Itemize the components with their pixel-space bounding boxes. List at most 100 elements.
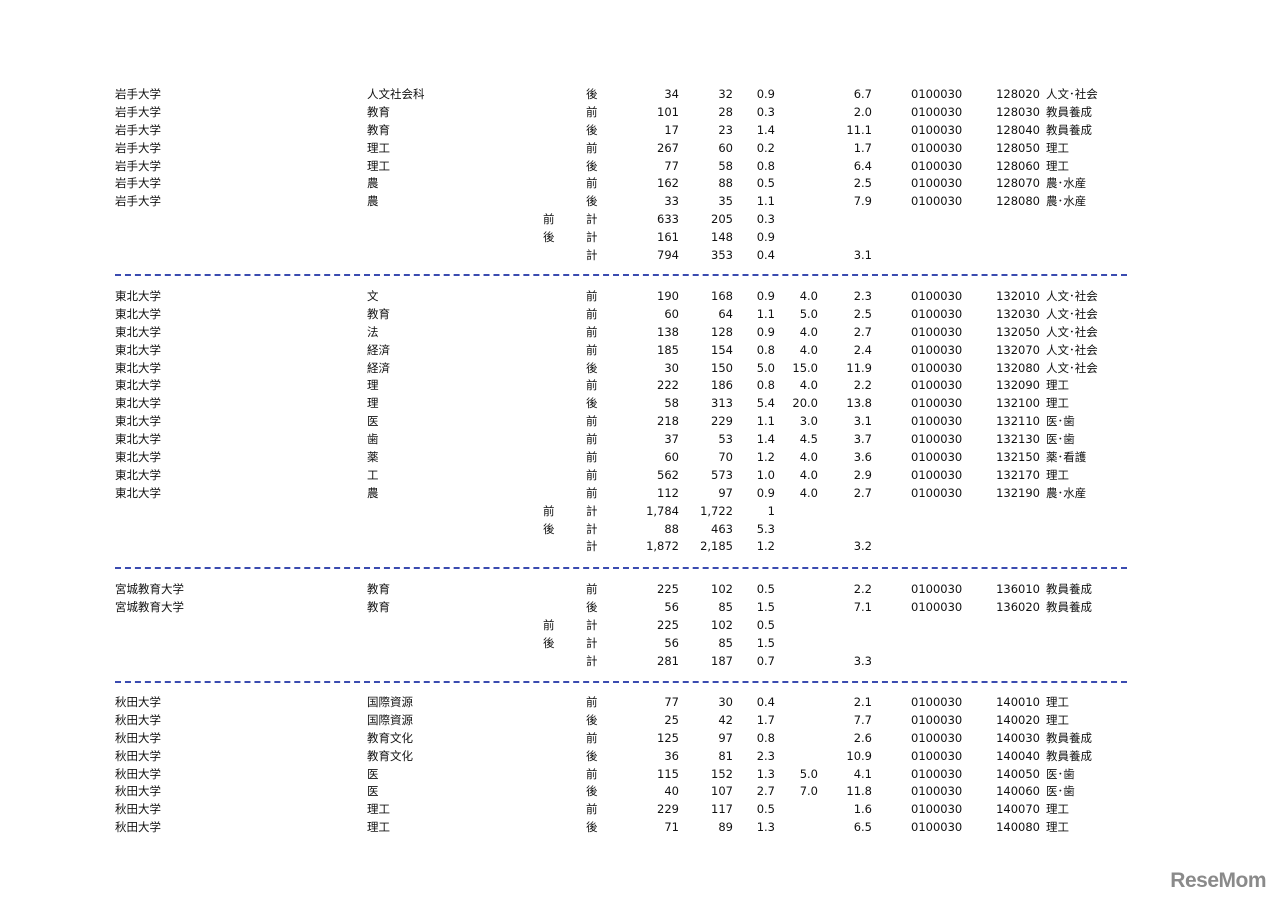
- department-name: 理工: [367, 140, 390, 155]
- col5-value: 2.4: [853, 342, 872, 357]
- table-row: 東北大学 農 前 112 97 0.9 4.0 2.7 0100030 132190 農･水産: [0, 485, 1280, 503]
- unit-code-value: 140070: [996, 802, 1040, 817]
- capacity-value: 117: [711, 802, 733, 817]
- unit-code-value: 132090: [996, 378, 1040, 393]
- university-name: 東北大学: [115, 450, 161, 465]
- department-name: 教育: [367, 306, 390, 321]
- section-separator: [115, 567, 1127, 569]
- code-value: 0100030: [911, 176, 963, 191]
- university-name: 東北大学: [115, 360, 161, 375]
- department-name: 教育文化: [367, 748, 413, 763]
- ratio-value: 0.9: [756, 87, 775, 101]
- table-row: 秋田大学 医 後 40 107 2.7 7.0 11.8 0100030 140060 医･歯: [0, 783, 1280, 801]
- capacity-value: 2,185: [700, 539, 733, 554]
- field-label: 教員養成: [1046, 748, 1092, 763]
- department-name: 理: [367, 378, 379, 393]
- capacity-value: 205: [711, 212, 733, 227]
- capacity-value: 154: [711, 342, 733, 357]
- code-value: 0100030: [911, 194, 963, 209]
- table-row: 東北大学 経済 前 185 154 0.8 4.0 2.4 0100030 132070 人文･社会: [0, 342, 1280, 360]
- ratio-value: 2.7: [756, 784, 775, 799]
- schedule-label: 後: [586, 360, 598, 375]
- group-label: 後: [543, 230, 555, 245]
- group-label: 後: [543, 521, 555, 536]
- ratio-value: 1.1: [756, 306, 775, 321]
- ratio-value: 0.5: [756, 802, 775, 817]
- university-name: 岩手大学: [115, 194, 161, 209]
- col4-value: 4.0: [799, 324, 818, 339]
- department-name: 理: [367, 396, 379, 411]
- col4-value: 4.0: [799, 450, 818, 465]
- table-row: 岩手大学 農 前 162 88 0.5 2.5 0100030 128070 農･水産: [0, 175, 1280, 193]
- university-name: 東北大学: [115, 289, 161, 303]
- applicants-value: 794: [657, 248, 679, 263]
- university-name: 秋田大学: [115, 748, 161, 763]
- field-label: 医･歯: [1046, 766, 1075, 781]
- field-label: 農･水産: [1046, 194, 1087, 209]
- schedule-label: 前: [586, 582, 598, 596]
- table-row: 岩手大学 教育 後 17 23 1.4 11.1 0100030 128040 教員養成: [0, 122, 1280, 140]
- university-name: 宮城教育大学: [115, 599, 184, 614]
- code-value: 0100030: [911, 748, 963, 763]
- code-value: 0100030: [911, 599, 963, 614]
- university-name: 秋田大学: [115, 695, 161, 709]
- field-label: 理工: [1046, 467, 1069, 482]
- table-row: 宮城教育大学 教育 後 56 85 1.5 7.1 0100030 136020 教員養成: [0, 599, 1280, 617]
- unit-code-value: 132080: [996, 360, 1040, 375]
- capacity-value: 85: [718, 635, 733, 650]
- table-row: 秋田大学 医 前 115 152 1.3 5.0 4.1 0100030 140050 医･歯: [0, 766, 1280, 784]
- university-name: 秋田大学: [115, 784, 161, 799]
- capacity-value: 60: [718, 140, 733, 155]
- section-miyagi: 宮城教育大学 教育前 225 102 0.5 2.2 0100030 136010 教員養成 宮城…: [0, 581, 1280, 670]
- department-name: 医: [367, 784, 379, 799]
- field-label: 人文･社会: [1046, 342, 1098, 357]
- col5-value: 3.7: [853, 432, 872, 447]
- capacity-value: 186: [711, 378, 733, 393]
- schedule-label: 前: [586, 378, 598, 393]
- schedule-label: 前: [586, 324, 598, 339]
- department-name: 法: [367, 324, 379, 339]
- university-name: 東北大学: [115, 396, 161, 411]
- group-label: 後: [543, 635, 555, 650]
- capacity-value: 42: [718, 712, 733, 727]
- group-label: 前: [543, 617, 555, 632]
- field-label: 教員養成: [1046, 122, 1092, 137]
- capacity-value: 30: [718, 695, 733, 709]
- table-row: 岩手大学 人文社会科 後 34 32 0.9 6.7 0100030 128020 人文･社会: [0, 86, 1280, 104]
- table-row: 後 計 56 85 1.5: [0, 635, 1280, 653]
- schedule-label: 前: [586, 766, 598, 781]
- field-label: 理工: [1046, 712, 1069, 727]
- university-name: 東北大学: [115, 414, 161, 429]
- code-value: 0100030: [911, 820, 963, 835]
- field-label: 理工: [1046, 695, 1069, 709]
- schedule-label: 後: [586, 748, 598, 763]
- code-value: 0100030: [911, 342, 963, 357]
- applicants-value: 225: [657, 617, 679, 632]
- col4-value: 4.0: [799, 467, 818, 482]
- unit-code-value: 140030: [996, 730, 1040, 745]
- col4-value: 5.0: [799, 766, 818, 781]
- col5-value: 7.9: [853, 194, 872, 209]
- unit-code-value: 128030: [996, 104, 1040, 119]
- applicants-value: 138: [657, 324, 679, 339]
- code-value: 0100030: [911, 104, 963, 119]
- ratio-value: 0.4: [756, 695, 775, 709]
- schedule-label: 後: [586, 599, 598, 614]
- applicants-value: 36: [664, 748, 679, 763]
- applicants-value: 60: [664, 306, 679, 321]
- col5-value: 7.1: [853, 599, 872, 614]
- col5-value: 2.7: [853, 324, 872, 339]
- col5-value: 2.3: [853, 289, 872, 303]
- field-label: 教員養成: [1046, 104, 1092, 119]
- department-name: 理工: [367, 820, 390, 835]
- ratio-value: 0.7: [756, 653, 775, 668]
- col5-value: 3.1: [853, 248, 872, 263]
- table-row: 岩手大学 理工 前 267 60 0.2 1.7 0100030 128050 理工: [0, 140, 1280, 158]
- schedule-label: 前: [586, 467, 598, 482]
- schedule-label: 計: [586, 653, 598, 668]
- ratio-value: 1.7: [756, 712, 775, 727]
- col5-value: 2.2: [853, 582, 872, 596]
- applicants-value: 229: [657, 802, 679, 817]
- applicants-value: 17: [664, 122, 679, 137]
- col5-value: 3.3: [853, 653, 872, 668]
